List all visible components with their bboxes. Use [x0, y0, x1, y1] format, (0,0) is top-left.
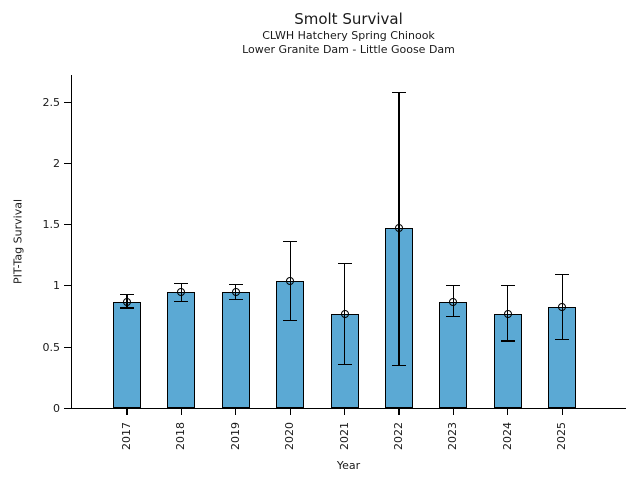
x-tick-2020: [289, 408, 291, 416]
marker-2023: [449, 297, 458, 306]
error-cap-low-2019: [228, 298, 243, 300]
error-cap-high-2022: [392, 91, 406, 94]
x-tick-label-2024: 2024: [500, 422, 514, 450]
y-tick-1: [64, 285, 71, 287]
x-tick-2024: [507, 408, 509, 416]
x-tick-label-2022: 2022: [392, 422, 405, 450]
x-tick-label-2020: 2020: [283, 422, 297, 450]
marker-2021: [340, 310, 349, 319]
error-cap-low-2017: [120, 307, 134, 309]
error-cap-low-2021: [337, 363, 352, 365]
error-cap-low-2024: [500, 340, 515, 342]
error-cap-low-2025: [555, 339, 570, 341]
y-axis-spine: [71, 75, 73, 409]
x-tick-2018: [180, 408, 182, 416]
x-tick-label-2023: 2023: [446, 422, 460, 450]
x-tick-label-2018: 2018: [174, 422, 188, 450]
x-tick-label-2021: 2021: [337, 422, 351, 450]
y-tick-label-1: 1: [53, 279, 60, 293]
x-tick-2022: [398, 408, 400, 416]
error-cap-high-2020: [283, 241, 298, 243]
marker-2022: [395, 224, 403, 233]
chart-header: Smolt Survival CLWH Hatchery Spring Chin…: [71, 10, 626, 57]
marker-2020: [286, 277, 295, 285]
marker-2017: [123, 297, 131, 306]
bar-2018: [167, 292, 196, 409]
chart-subtitle-stock: CLWH Hatchery Spring Chinook: [262, 29, 435, 42]
y-tick-0: [64, 407, 71, 409]
y-tick-label-1.5: 1.5: [42, 218, 61, 232]
x-axis-label: Year: [336, 459, 361, 472]
x-tick-label-2019: 2019: [228, 422, 242, 450]
x-tick-label-2017: 2017: [120, 422, 133, 450]
error-cap-high-2021: [337, 263, 352, 265]
error-cap-low-2020: [283, 319, 298, 321]
error-cap-high-2017: [120, 293, 134, 296]
y-axis-label: PIT-Tag Survival: [11, 199, 25, 285]
error-cap-low-2023: [446, 315, 461, 318]
y-tick-1.5: [64, 224, 71, 226]
error-cap-high-2019: [228, 284, 243, 286]
y-tick-0.5: [64, 346, 71, 348]
marker-2019: [231, 288, 240, 297]
marker-2024: [503, 310, 512, 319]
error-cap-high-2018: [174, 282, 189, 285]
bar-2017: [113, 301, 141, 409]
chart-title: Smolt Survival: [294, 10, 403, 28]
error-cap-high-2025: [555, 274, 570, 276]
error-cap-high-2023: [446, 285, 461, 287]
error-cap-high-2024: [500, 285, 515, 287]
marker-2025: [558, 302, 567, 311]
y-tick-label-2: 2: [53, 157, 60, 170]
chart-subtitle-reach: Lower Granite Dam - Little Goose Dam: [242, 43, 455, 56]
x-tick-2021: [344, 408, 346, 416]
x-tick-2025: [561, 408, 563, 416]
x-tick-2019: [235, 408, 237, 416]
bar-2019: [221, 292, 250, 409]
y-tick-label-0.5: 0.5: [42, 340, 61, 354]
x-tick-2017: [126, 408, 128, 416]
y-tick-2.5: [64, 101, 71, 103]
marker-2018: [177, 288, 186, 297]
y-tick-2: [64, 162, 71, 165]
x-tick-2023: [452, 408, 454, 416]
y-tick-label-0: 0: [53, 401, 60, 415]
y-tick-label-2.5: 2.5: [42, 95, 61, 109]
error-cap-low-2022: [392, 364, 406, 367]
x-axis-spine: [71, 408, 626, 410]
x-tick-label-2025: 2025: [555, 422, 569, 450]
bar-2023: [439, 301, 468, 409]
error-cap-low-2018: [174, 301, 189, 303]
